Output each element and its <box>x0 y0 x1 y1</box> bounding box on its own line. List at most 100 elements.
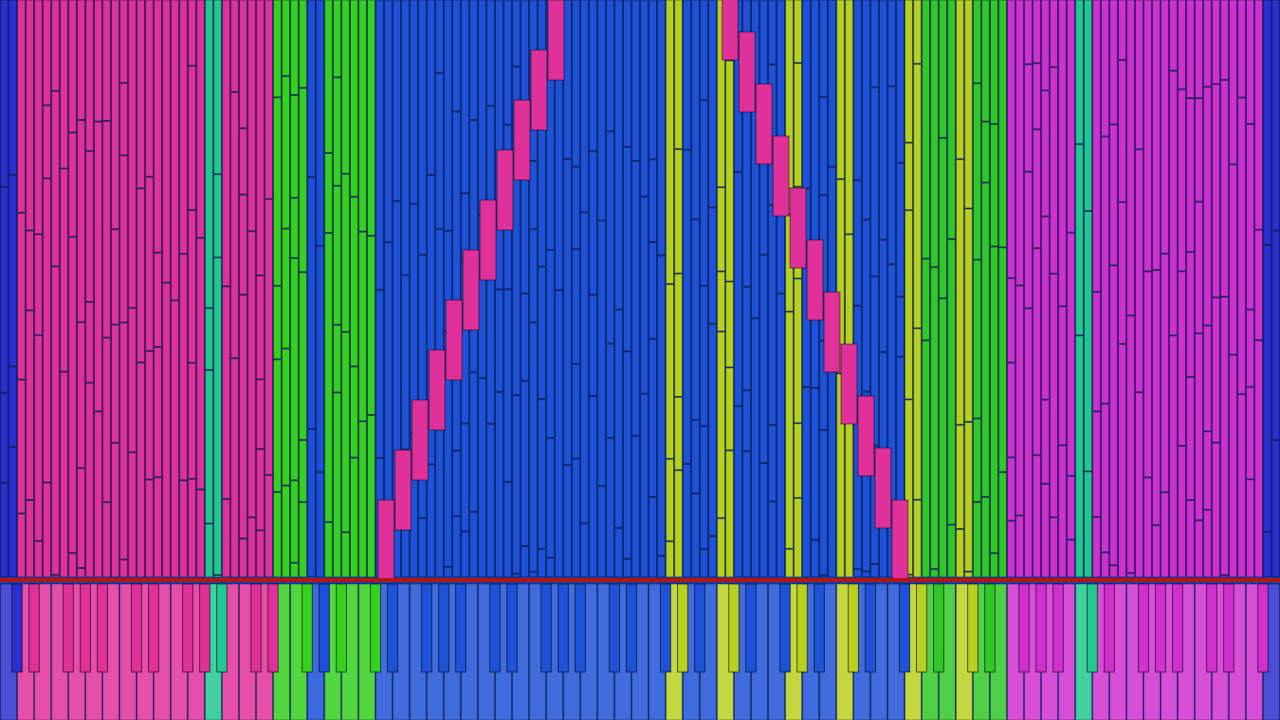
note <box>1169 0 1178 71</box>
note <box>768 501 777 578</box>
note <box>42 178 52 483</box>
note <box>392 0 402 202</box>
note <box>221 0 231 287</box>
note <box>170 0 180 301</box>
note <box>512 0 521 67</box>
note <box>1220 79 1229 297</box>
note <box>1092 516 1101 578</box>
note <box>1032 63 1042 130</box>
note <box>238 194 248 295</box>
note <box>68 132 77 237</box>
note <box>8 174 18 367</box>
note <box>1169 335 1178 578</box>
note <box>571 0 581 167</box>
note <box>874 447 892 529</box>
note <box>341 0 350 174</box>
note <box>691 219 700 420</box>
black-key <box>147 583 160 673</box>
black-key <box>864 583 877 673</box>
note <box>34 234 43 336</box>
note <box>554 0 564 291</box>
note <box>1203 509 1212 578</box>
note <box>1126 0 1135 316</box>
note <box>162 282 171 578</box>
note <box>1024 64 1033 172</box>
black-key <box>506 583 518 673</box>
note <box>1100 0 1110 137</box>
note <box>290 258 299 481</box>
note <box>68 553 77 578</box>
black-key <box>659 583 672 673</box>
note <box>972 0 982 84</box>
note <box>699 426 709 550</box>
note <box>17 212 26 380</box>
note <box>665 0 675 285</box>
note <box>1237 0 1246 98</box>
note <box>128 307 137 453</box>
note <box>59 371 69 578</box>
note <box>1066 0 1076 233</box>
black-key <box>250 583 262 673</box>
black-key <box>745 583 757 673</box>
note <box>640 0 649 197</box>
note <box>520 380 530 547</box>
note <box>921 0 931 259</box>
note <box>861 0 871 220</box>
note <box>290 0 299 96</box>
note <box>469 372 478 512</box>
note <box>857 395 875 477</box>
note <box>776 293 786 578</box>
note <box>460 531 470 578</box>
note <box>25 230 35 311</box>
note <box>913 63 922 329</box>
note <box>913 499 922 578</box>
note <box>153 0 163 253</box>
black-key <box>540 583 552 673</box>
note <box>1194 0 1204 99</box>
note <box>964 421 973 572</box>
note <box>896 296 905 357</box>
note <box>273 359 282 493</box>
note <box>588 151 598 295</box>
note <box>452 450 461 517</box>
note <box>1117 59 1127 203</box>
note <box>230 0 239 93</box>
note <box>631 0 641 161</box>
note <box>1194 98 1204 202</box>
note <box>708 536 717 578</box>
note <box>768 0 777 65</box>
note <box>891 499 909 581</box>
black-key <box>1171 583 1184 673</box>
note <box>605 343 615 438</box>
black-key <box>267 583 279 673</box>
note <box>401 0 410 276</box>
note <box>716 187 726 272</box>
note <box>93 0 103 122</box>
note <box>674 149 683 274</box>
note <box>1228 354 1238 578</box>
note <box>1186 0 1195 99</box>
note <box>529 322 538 572</box>
note <box>341 331 350 533</box>
note <box>273 97 282 286</box>
note <box>605 437 615 578</box>
note <box>76 568 86 578</box>
note <box>648 497 658 578</box>
note <box>358 421 367 578</box>
note <box>793 0 803 63</box>
note <box>1134 392 1144 578</box>
note <box>102 502 111 578</box>
note <box>443 0 453 231</box>
note <box>1006 457 1016 521</box>
note <box>930 267 939 570</box>
note <box>1245 479 1255 578</box>
black-key <box>813 583 825 673</box>
note <box>597 220 606 486</box>
note <box>1211 84 1221 298</box>
note <box>537 399 547 549</box>
note <box>384 242 393 507</box>
note <box>989 123 999 247</box>
black-key <box>898 583 911 673</box>
note <box>256 275 265 380</box>
note <box>1169 70 1178 336</box>
